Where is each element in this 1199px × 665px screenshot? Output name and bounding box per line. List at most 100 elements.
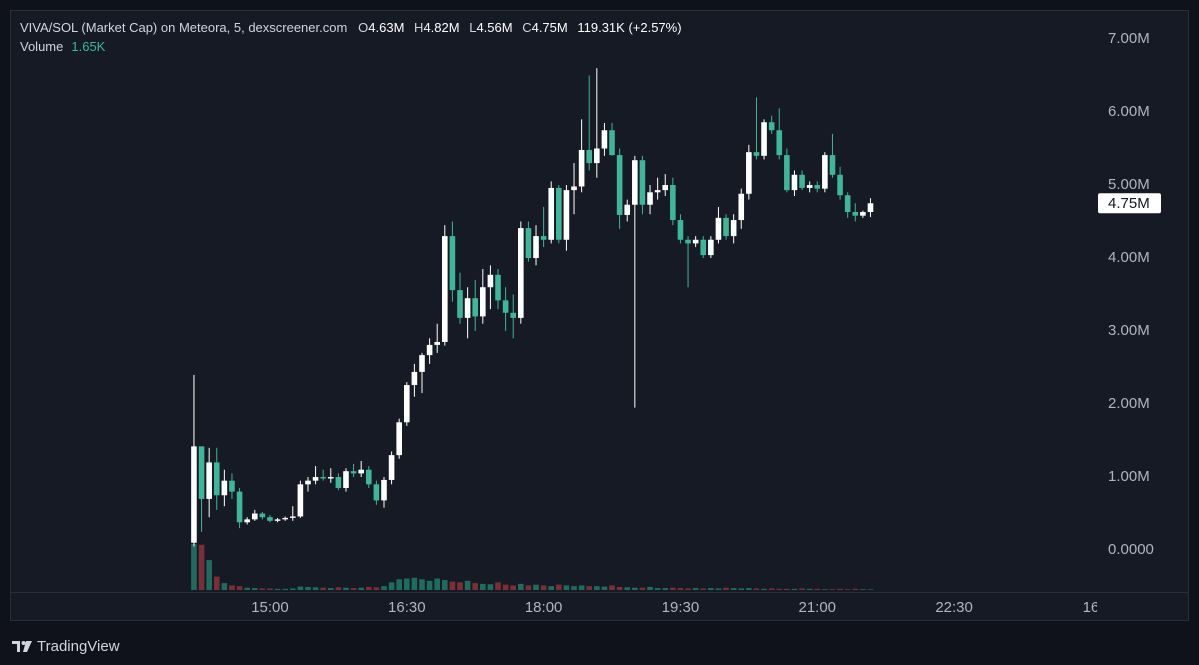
candle-body	[198, 446, 205, 499]
candle-body	[692, 239, 699, 244]
volume-bar	[624, 587, 631, 590]
candle-body	[502, 300, 509, 313]
volume-bar	[518, 583, 524, 590]
candle-body	[609, 130, 615, 156]
chart-legend: VIVA/SOL (Market Cap) on Meteora, 5, dex…	[20, 20, 688, 35]
chart-panel	[10, 10, 1189, 621]
candle-body	[282, 517, 288, 520]
candle-body	[229, 480, 235, 492]
volume-bar	[502, 584, 509, 590]
candle-body	[403, 385, 410, 423]
candle-body	[388, 455, 395, 480]
candle-body	[571, 186, 577, 191]
candle-body	[312, 477, 319, 481]
candle-body	[320, 477, 326, 479]
volume-bar	[852, 588, 859, 590]
candle-body	[442, 236, 448, 342]
volume-bar	[274, 588, 281, 590]
x-tick-label: 21:00	[798, 599, 836, 616]
candle-body	[768, 122, 775, 131]
volume-bar	[510, 585, 517, 590]
legend-key: C	[522, 20, 532, 35]
volume-bar	[677, 588, 684, 590]
volume-bar	[434, 578, 440, 590]
volume-bar	[540, 585, 547, 590]
volume-bar	[305, 586, 311, 590]
x-tick-label: 19:30	[662, 599, 700, 616]
volume-bar	[708, 588, 714, 590]
legend-key: O	[358, 20, 369, 35]
chart-title: VIVA/SOL (Market Cap) on Meteora, 5, dex…	[20, 20, 348, 35]
volume-bar	[670, 587, 676, 590]
volume-bar	[829, 589, 836, 590]
volume-bar	[692, 588, 699, 590]
candle-body	[419, 355, 425, 372]
candle-body	[487, 274, 494, 288]
candle-body	[632, 160, 638, 205]
candle-body	[267, 517, 273, 521]
legend-value: 1.65K	[71, 39, 106, 54]
candle-body	[434, 341, 440, 345]
candle-body	[343, 471, 349, 488]
legend-key: H	[414, 20, 424, 35]
volume-bar	[662, 588, 669, 590]
candle-body	[776, 130, 783, 156]
x-tick-label: 18:00	[525, 599, 563, 616]
candle-body	[814, 185, 821, 189]
y-tick-label: 2.00M	[1108, 395, 1150, 412]
volume-bar	[533, 584, 539, 590]
y-tick-label: 4.00M	[1108, 249, 1150, 266]
candle-body	[829, 155, 836, 175]
volume-bar	[426, 580, 433, 590]
volume-bar	[844, 589, 851, 590]
volume-bar	[327, 588, 334, 590]
y-tick-label: 0.0000	[1108, 541, 1154, 558]
volume-bar	[403, 578, 410, 590]
candle-body	[251, 513, 258, 520]
volume-bar	[206, 560, 212, 590]
volume-bar	[578, 585, 585, 590]
candle-body	[426, 344, 433, 356]
volume-bar	[586, 586, 593, 590]
legend-value: 4.56M	[476, 20, 513, 35]
volume-bar	[791, 588, 798, 590]
candle-body	[806, 185, 813, 188]
candle-body	[244, 519, 250, 523]
legend-value: 4.75M	[531, 20, 568, 35]
candle-body	[723, 217, 729, 237]
candle-body	[860, 212, 866, 216]
candle-body	[213, 462, 220, 496]
volume-bar	[525, 585, 532, 590]
volume-bar	[685, 588, 691, 590]
x-tick-label: 15:00	[251, 599, 289, 616]
y-tick-label: 1.00M	[1108, 468, 1150, 485]
candle-body	[327, 477, 334, 479]
volume-bar	[442, 580, 448, 590]
y-tick-label: 6.00M	[1108, 103, 1150, 120]
volume-bar	[480, 583, 486, 590]
volume-bar	[365, 586, 372, 590]
volume-bar	[730, 588, 737, 590]
candle-body	[373, 484, 380, 501]
candle-body	[221, 480, 228, 496]
candle-body	[746, 152, 752, 194]
legend-key: L	[469, 20, 477, 35]
candle-body	[381, 479, 387, 501]
volume-bar	[563, 585, 570, 590]
volume-bar	[388, 582, 395, 590]
candle-body	[449, 236, 456, 291]
volume-bar	[358, 587, 364, 590]
volume-bar	[381, 586, 387, 590]
candle-body	[677, 220, 684, 240]
candle-body	[654, 190, 661, 193]
volume-bar	[548, 586, 555, 590]
volume-bar	[738, 588, 745, 590]
volume-bar	[259, 588, 266, 590]
volume-bar	[594, 586, 600, 590]
candle-body	[540, 236, 547, 240]
candle-body	[662, 185, 669, 191]
volume-bar	[860, 589, 866, 590]
candle-body	[472, 298, 479, 317]
volume-bar	[806, 588, 813, 590]
candle-body	[594, 148, 600, 164]
